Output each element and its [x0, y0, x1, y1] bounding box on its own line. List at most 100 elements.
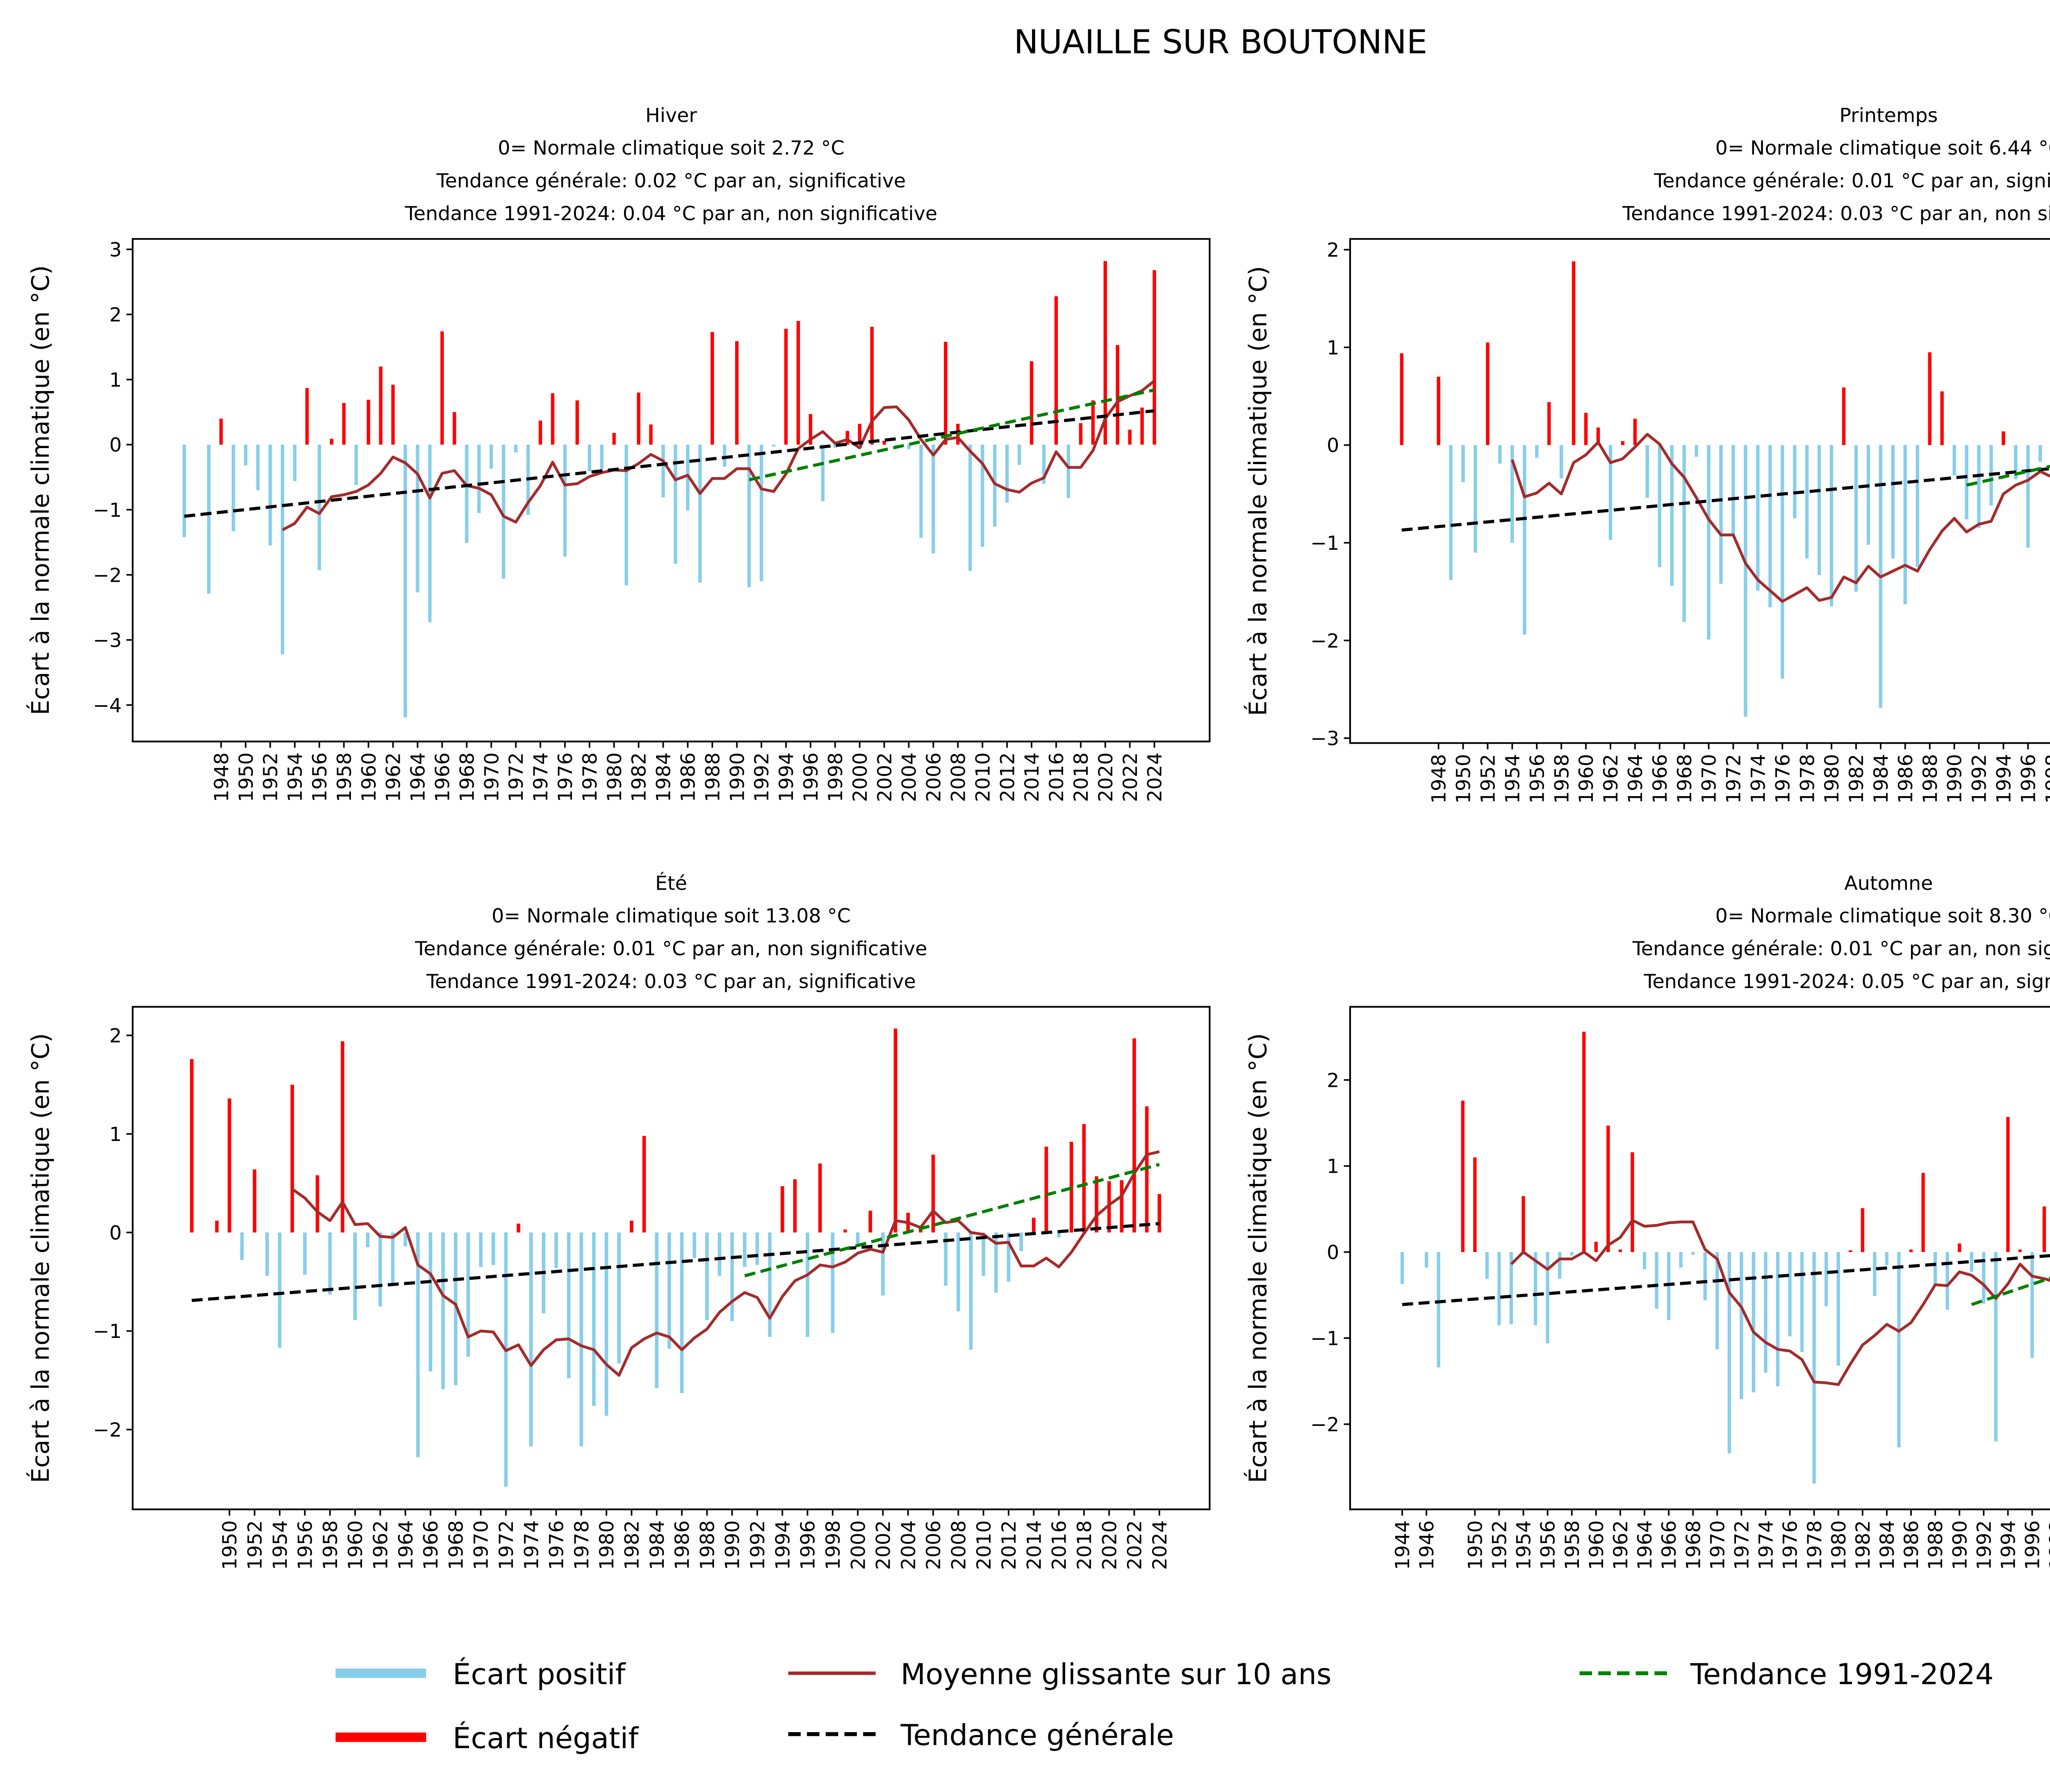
bar-above-normal: [391, 385, 395, 445]
bar-below-normal: [1812, 1252, 1816, 1484]
bar-below-normal: [772, 444, 776, 447]
bar-below-normal: [378, 1232, 382, 1307]
y-tick-label: 0: [109, 434, 122, 457]
bar-below-normal: [416, 444, 419, 592]
x-tick-label: 2010: [973, 1520, 995, 1570]
bar-above-normal: [630, 1220, 633, 1233]
bar-below-normal: [1824, 1252, 1828, 1307]
x-tick-label: 1966: [432, 752, 454, 802]
general-trend-line: [1402, 1254, 2050, 1306]
bar-below-normal: [1019, 1232, 1023, 1251]
x-tick-label: 1996: [800, 752, 822, 802]
panel-subtitle-line: Tendance 1991-2024: 0.03 °C par an, sign…: [426, 970, 916, 993]
bar-above-normal: [2006, 1117, 2010, 1252]
bar-below-normal: [1042, 444, 1046, 484]
y-tick-label: −3: [1310, 728, 1339, 750]
bar-below-normal: [428, 444, 432, 623]
x-tick-label: 1970: [481, 752, 503, 802]
x-tick-label: 1966: [420, 1520, 442, 1570]
bar-below-normal: [1474, 445, 1477, 553]
bar-above-normal: [1909, 1249, 1913, 1252]
bar-below-normal: [403, 444, 407, 717]
panel-subtitle-line: 0= Normale climatique soit 6.44 °C: [1715, 137, 2050, 159]
y-tick-label: −3: [93, 629, 122, 652]
recent-trend-line: [744, 1163, 1160, 1277]
y-tick-label: −1: [93, 499, 122, 521]
bar-below-normal: [1727, 1252, 1731, 1454]
x-tick-label: 1956: [1537, 1520, 1560, 1570]
x-tick-label: 2002: [874, 752, 896, 802]
bar-below-normal: [730, 1232, 734, 1321]
x-tick-label: 1996: [797, 1520, 820, 1570]
y-tick-label: 0: [1327, 1241, 1339, 1264]
x-tick-label: 1962: [1610, 1520, 1632, 1570]
bar-below-normal: [919, 444, 923, 538]
bar-below-normal: [240, 1232, 244, 1260]
bar-below-normal: [1057, 1232, 1061, 1238]
y-tick-label: 3: [109, 239, 122, 261]
x-tick-label: 2018: [1073, 1520, 1096, 1570]
bar-below-normal: [1982, 1252, 1986, 1304]
bar-above-normal: [1082, 1124, 1086, 1233]
x-tick-label: 1972: [1723, 754, 1745, 804]
x-tick-label: 2004: [898, 752, 921, 802]
x-tick-label: 1964: [407, 752, 430, 802]
bar-below-normal: [1916, 445, 1919, 567]
bar-above-normal: [215, 1220, 219, 1233]
bar-below-normal: [1885, 1252, 1889, 1265]
y-tick-label: −1: [93, 1321, 122, 1343]
x-tick-label: 2012: [998, 1520, 1020, 1570]
x-tick-label: 2022: [1124, 1520, 1146, 1570]
bar-above-normal: [1128, 430, 1132, 445]
y-tick-label: 2: [1327, 239, 1339, 262]
bar-below-normal: [1670, 445, 1674, 586]
bar-below-normal: [1695, 445, 1698, 457]
bar-below-normal: [1066, 444, 1071, 498]
bar-below-normal: [723, 444, 727, 467]
x-tick-label: 2010: [972, 752, 994, 802]
bar-above-normal: [735, 341, 739, 445]
bar-above-normal: [780, 1186, 784, 1233]
panel-subtitle-line: Tendance générale: 0.02 °C par an, signi…: [436, 170, 906, 192]
bar-above-normal: [1044, 1147, 1048, 1233]
bar-below-normal: [969, 1232, 973, 1350]
bar-below-normal: [1805, 445, 1809, 559]
panel-subtitle-line: 0= Normale climatique soit 8.30 °C: [1715, 905, 2050, 927]
x-tick-label: 1992: [1968, 754, 1991, 804]
bar-below-normal: [1994, 1252, 1998, 1441]
bar-below-normal: [747, 444, 751, 587]
x-tick-label: 1970: [1698, 754, 1721, 804]
bar-below-normal: [674, 444, 677, 564]
panel-title: Été: [655, 871, 687, 895]
bar-below-normal: [1977, 445, 1981, 528]
bar-above-normal: [1572, 261, 1576, 445]
legend-label-recent-trend: Tendance 1991-2024: [1690, 1658, 1994, 1691]
bar-below-normal: [1510, 445, 1514, 543]
x-tick-label: 1972: [495, 1520, 518, 1570]
bar-below-normal: [1719, 445, 1723, 584]
bar-above-normal: [1921, 1173, 1925, 1252]
moving-average-line: [282, 380, 1155, 531]
y-tick-label: 1: [1327, 1155, 1339, 1178]
panel-printemps: Printemps 0= Normale climatique soit 6.44…: [1244, 104, 2050, 804]
x-tick-label: 1992: [751, 752, 773, 802]
x-tick-label: 2024: [1149, 1520, 1171, 1570]
bar-below-normal: [501, 444, 506, 579]
recent-trend-line: [1966, 465, 2050, 487]
bar-below-normal: [1007, 1232, 1011, 1282]
bar-below-normal: [821, 444, 825, 501]
bar-below-normal: [1829, 445, 1834, 606]
bar-above-normal: [843, 1229, 847, 1233]
x-tick-label: 1950: [1453, 754, 1475, 804]
bar-above-normal: [796, 321, 800, 445]
bar-above-normal: [1584, 412, 1588, 445]
axes-frame: [1349, 238, 2050, 744]
bar-below-normal: [592, 1232, 596, 1406]
x-tick-label: 1992: [747, 1520, 769, 1570]
bar-above-normal: [893, 1028, 897, 1233]
bar-above-normal: [1120, 1180, 1124, 1233]
bar-above-normal: [1582, 1031, 1586, 1252]
bar-below-normal: [982, 1232, 985, 1276]
panel-title: Automne: [1844, 872, 1933, 895]
